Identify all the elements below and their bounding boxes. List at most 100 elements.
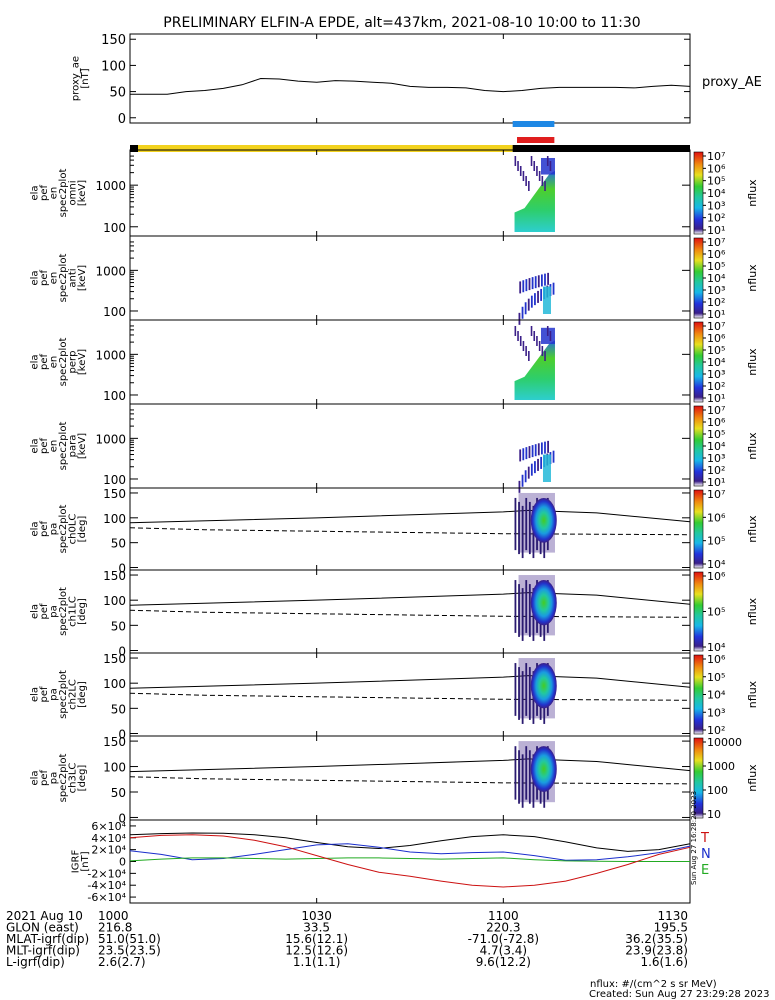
igrf-ytick-label-5: 4×10⁴	[91, 832, 126, 845]
spec-4-speckle-4	[530, 463, 533, 476]
colorbar-3-label-3: 10⁴	[707, 356, 726, 369]
pa-8-ylabel-line-2: pa	[48, 772, 59, 784]
spec-1-flux-top	[540, 157, 555, 175]
pa-8-ylabel-line-5: [deg]	[77, 765, 88, 792]
colorbar-1-label-3: 10⁴	[707, 187, 726, 200]
colorbar-1-label-4: 10⁵	[707, 175, 725, 188]
spec-2-speckle-16	[531, 277, 534, 290]
pa-6-ytick-label-2: 100	[103, 594, 126, 608]
spec-3-ylabel-line-2: en	[48, 356, 59, 369]
pa-6-ylabel-line-4: ch1LC	[67, 596, 78, 627]
igrf-line-red	[129, 834, 691, 888]
spec-3-ytick-label-0: 100	[103, 389, 126, 403]
pa-8-ytick-label-0: 0	[118, 811, 126, 825]
pa-5-stripe-1	[518, 501, 520, 555]
spec-4-speckle-5	[534, 461, 536, 474]
colorbar-8-title: nflux	[746, 764, 759, 792]
figure-title: PRELIMINARY ELFIN-A EPDE, alt=437km, 202…	[163, 15, 640, 31]
spec-1-ylabel-line-3: spec2plot	[58, 169, 69, 218]
igrf-legend-1: N	[701, 847, 711, 862]
pa-6-flux-core	[530, 580, 557, 626]
spec-4-speckle-2	[524, 470, 527, 483]
pa-6-spectrogram	[514, 575, 557, 641]
spec-4-speckle-11	[552, 450, 555, 463]
proxy-ae-ylabel-line-0: proxy_ae	[70, 56, 81, 101]
spec-3-ylabel-line-4: perp	[67, 351, 78, 374]
spec-4-ylabel-line-0: ela	[29, 438, 40, 453]
spec-3-spectrogram	[514, 326, 555, 400]
proxy-ae-frame	[129, 33, 691, 124]
spec-3-speckle-1	[517, 331, 519, 341]
pa-5-ylabel-line-2: pa	[48, 523, 59, 535]
spec-4-speckle-12	[519, 449, 522, 462]
colorbar-4-label-3: 10⁴	[707, 440, 726, 453]
spec-3-speckle-6	[530, 326, 533, 336]
pa-8-ylabel-line-1: pef	[39, 770, 50, 787]
colorbar-6-label-1: 10⁵	[707, 606, 725, 619]
pa-7-ytick-label-0: 0	[118, 727, 126, 741]
footer-row-label-3: MLT-igrf(dip)	[6, 944, 80, 958]
pa-5-ylabel-line-0: ela	[29, 521, 40, 536]
proxy-ae-ylabel-line-1: [nT]	[80, 68, 91, 88]
igrf-legend-0: T	[700, 831, 709, 846]
proxy-ae-ytick-label-2: 100	[101, 59, 126, 74]
colorbar-8-label-3: 10000	[707, 736, 742, 749]
spec-2-speckle-0	[518, 312, 521, 325]
pa-7-stripe-1	[518, 667, 520, 720]
colorbar-6-label-2: 10⁶	[707, 570, 726, 583]
footer-row-1-value-0: 216.8	[98, 921, 132, 935]
spec-3-speckle-4	[525, 346, 527, 356]
spec-2-speckle-1	[521, 306, 524, 319]
colorbar-8	[693, 737, 704, 819]
spec-2-speckle-13	[522, 280, 525, 293]
spec-1-speckle-11	[544, 181, 546, 191]
spec-4-speckle-18	[537, 443, 540, 456]
pa-5-dashed-line	[129, 527, 691, 536]
footer-row-0-value-2: 1100	[488, 909, 519, 923]
spec-3-speckle-13	[549, 331, 552, 341]
spec-2-frame	[129, 235, 691, 321]
colorbar-2-label-1: 10²	[707, 296, 725, 309]
spec-3-speckle-10	[541, 346, 544, 356]
spec-3-speckle-7	[533, 331, 536, 341]
colorbar-7-label-1: 10³	[707, 706, 725, 719]
spec-4-speckle-13	[522, 448, 525, 461]
spec-1-spectrogram	[514, 156, 555, 232]
colorbar-1-title-text: nflux	[746, 179, 759, 207]
spec-3-speckle-9	[538, 341, 541, 351]
spec-4-speckle-14	[525, 447, 528, 460]
colorbar-7-title: nflux	[746, 680, 759, 708]
colorbar-6-title-text: nflux	[746, 597, 759, 625]
colorbar-5-label-0: 10⁴	[707, 558, 726, 571]
spec-2-ylabel-line-5: [keV]	[77, 265, 88, 291]
spec-1-ylabel-line-5: [keV]	[77, 180, 88, 206]
pa-7-ytick-label-1: 50	[111, 702, 126, 716]
pa-6-ylabel-line-2: pa	[48, 605, 59, 617]
spec-1-speckle-1	[517, 161, 519, 171]
colorbar-1-title: nflux	[746, 179, 759, 207]
spec-2-speckle-6	[537, 290, 539, 303]
pa-8-stripe-4	[528, 750, 531, 804]
footer-row-4-value-3: 1.6(1.6)	[640, 955, 688, 969]
pa-5-stripe-3	[525, 497, 528, 551]
spec-1-ytick-label-0: 100	[103, 221, 126, 235]
pa-7-stripe-2	[521, 671, 524, 724]
spec-3-speckle-5	[528, 351, 530, 361]
spec-3-speckle-11	[544, 351, 546, 361]
spec-2-spectrogram	[518, 272, 555, 325]
pa-5-spectrogram	[514, 492, 557, 559]
igrf-line-N	[129, 843, 691, 861]
spec-2-speckle-21	[547, 272, 549, 285]
spec-2-speckle-3	[527, 298, 530, 311]
spec-4-speckle-16	[531, 445, 534, 458]
igrf-ylabel-line-1: [nT]	[80, 851, 91, 871]
spec-4-ylabel-line-4: para	[67, 435, 78, 458]
spec-4-speckle-7	[540, 456, 543, 469]
spec-4-ytick-label-1: 1000	[95, 432, 126, 446]
spec-1-speckle-10	[541, 176, 544, 186]
spec-2-flux-core	[542, 286, 551, 314]
igrf-line-T	[129, 832, 691, 852]
pa-5-solid-line	[129, 509, 691, 524]
igrf-ytick-label-6: 6×10⁴	[91, 820, 126, 833]
